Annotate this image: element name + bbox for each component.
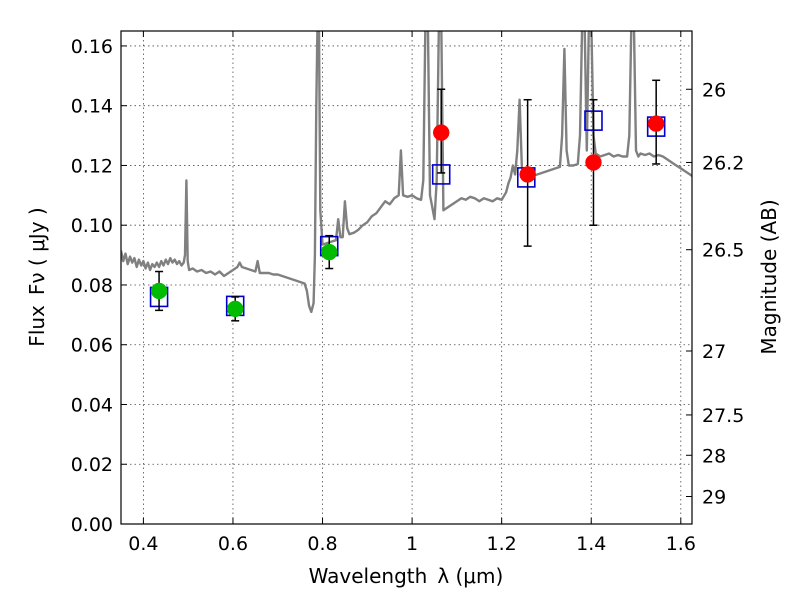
y2-tick-label: 27 bbox=[702, 341, 726, 363]
y-axis-label: FluxFν ( μJy ) bbox=[25, 207, 49, 346]
y-tick-label: 0.06 bbox=[71, 335, 113, 357]
x-axis-label: Wavelength λ (μm) bbox=[309, 564, 504, 588]
x-tick-label: 1.2 bbox=[487, 533, 517, 555]
y2-tick-label: 26.5 bbox=[702, 240, 744, 262]
y2-tick-label: 29 bbox=[702, 487, 726, 509]
data-point bbox=[226, 300, 244, 318]
y-tick-label: 0.14 bbox=[71, 96, 113, 118]
x-tick-label: 1.6 bbox=[666, 533, 696, 555]
model-spectrum-layer bbox=[121, 31, 692, 314]
axis-ticks: 0.4 0.6 0.8 1 1.2 1.4 1.6 0.00 0.02 0.04 0.06 0.08 0… bbox=[71, 31, 744, 555]
data-point bbox=[647, 115, 665, 132]
y2-tick-label: 26 bbox=[702, 79, 726, 101]
y2-tick-label: 27.5 bbox=[702, 405, 744, 427]
data-point bbox=[585, 154, 602, 171]
y-tick-label: 0.04 bbox=[71, 394, 113, 416]
y2-tick-label: 28 bbox=[702, 445, 726, 467]
data-point bbox=[432, 124, 450, 141]
grid-lines bbox=[121, 31, 692, 525]
y-tick-label: 0.00 bbox=[71, 514, 113, 536]
y2-axis-label: Magnitude (AB) bbox=[757, 199, 781, 354]
x-tick-label: 0.4 bbox=[128, 533, 158, 555]
model-spectrum-line bbox=[121, 31, 692, 314]
data-point bbox=[150, 282, 168, 300]
y-tick-label: 0.02 bbox=[71, 454, 113, 476]
plot-frame bbox=[120, 30, 693, 525]
y-tick-label: 0.10 bbox=[71, 215, 113, 237]
data-point bbox=[519, 166, 536, 183]
x-tick-label: 0.8 bbox=[307, 533, 337, 555]
data-point bbox=[320, 243, 338, 261]
measured-points-layer bbox=[150, 79, 665, 322]
x-tick-label: 0.6 bbox=[218, 533, 248, 555]
y-tick-label: 0.12 bbox=[71, 155, 113, 177]
x-tick-label: 1 bbox=[406, 533, 418, 555]
y-tick-label: 0.08 bbox=[71, 275, 113, 297]
x-tick-label: 1.4 bbox=[576, 533, 606, 555]
y2-tick-label: 26.2 bbox=[702, 152, 744, 174]
y-tick-label: 0.16 bbox=[71, 36, 113, 58]
